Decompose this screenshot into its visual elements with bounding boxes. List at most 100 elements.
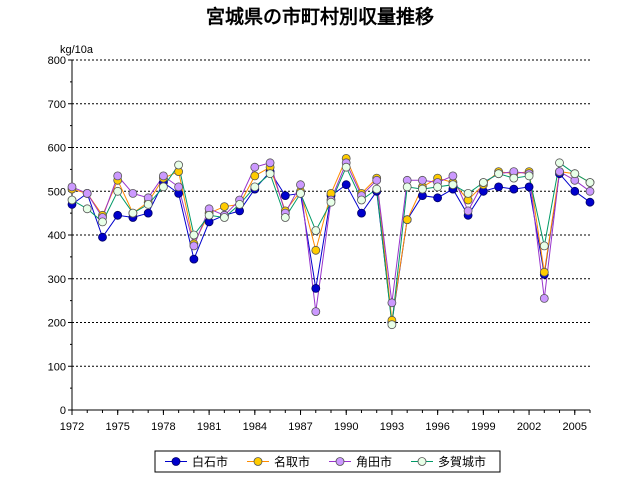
data-point-s0-2005 xyxy=(570,186,580,196)
x-tick-label-1984: 1984 xyxy=(243,421,267,433)
y-tick-label-800: 800 xyxy=(48,55,66,67)
data-point-s2-1995 xyxy=(417,175,427,185)
y-tick-label-200: 200 xyxy=(48,318,66,330)
data-point-s0-2001 xyxy=(509,184,519,194)
data-point-s3-2002 xyxy=(524,171,534,181)
data-point-s0-2006 xyxy=(585,197,595,207)
axes: 0 100 200 300 400 500 600 700 800 1972 1975 1978 198… xyxy=(48,55,591,433)
y-tick-label-600: 600 xyxy=(48,143,66,155)
data-point-s3-1986 xyxy=(280,213,290,222)
data-point-s2-1980 xyxy=(189,241,199,251)
data-point-s3-1981 xyxy=(204,210,214,220)
x-tick-label-1975: 1975 xyxy=(105,421,129,433)
data-point-s3-1983 xyxy=(235,199,245,209)
data-point-s3-2005 xyxy=(570,169,580,179)
data-point-s3-1980 xyxy=(189,230,199,240)
data-point-s2-1979 xyxy=(174,182,184,192)
legend-marker-2 xyxy=(335,457,345,466)
data-point-s3-1975 xyxy=(113,186,123,196)
data-point-s2-1992 xyxy=(372,175,382,185)
data-point-s3-2001 xyxy=(509,173,519,183)
y-tick-label-100: 100 xyxy=(48,361,66,373)
x-tick-label-1996: 1996 xyxy=(425,421,449,433)
data-point-s0-1974 xyxy=(98,232,107,242)
data-point-s3-1993 xyxy=(387,320,397,330)
data-point-s3-1994 xyxy=(402,182,412,192)
x-tick-label-1972: 1972 xyxy=(60,421,84,433)
data-point-s3-1985 xyxy=(265,169,275,179)
data-point-s2-1997 xyxy=(448,171,458,181)
legend-marker-0 xyxy=(171,457,181,466)
data-point-s3-1991 xyxy=(357,195,366,205)
data-point-s3-1996 xyxy=(433,182,443,192)
data-point-s3-2006 xyxy=(585,178,595,187)
legend-marker-1 xyxy=(253,457,263,466)
y-tick-label-0: 0 xyxy=(60,405,66,417)
data-point-s0-1977 xyxy=(143,208,153,218)
data-point-s1-1994 xyxy=(402,215,412,225)
data-point-s2-1972 xyxy=(67,182,77,192)
legend-label-0: 白石市 xyxy=(192,454,228,469)
data-point-s3-2003 xyxy=(539,241,549,251)
data-point-s0-1975 xyxy=(113,210,123,220)
data-point-s3-1999 xyxy=(478,178,488,187)
x-tick-label-1990: 1990 xyxy=(334,421,358,433)
data-point-s0-1990 xyxy=(341,180,351,190)
data-point-s2-1984 xyxy=(250,162,260,172)
data-point-s3-1984 xyxy=(250,182,260,192)
x-tick-label-1981: 1981 xyxy=(197,421,221,433)
data-point-s3-1978 xyxy=(158,182,168,192)
data-point-s3-1998 xyxy=(463,188,473,198)
legend: 白石市 名取市 角田市 多賀城市 xyxy=(154,450,501,473)
legend-label-2: 角田市 xyxy=(356,454,392,469)
legend-label-3: 多賀城市 xyxy=(438,454,486,469)
data-point-s0-1980 xyxy=(189,254,199,264)
data-point-s3-1973 xyxy=(82,204,92,214)
data-point-s2-1975 xyxy=(113,171,123,181)
x-tick-label-2002: 2002 xyxy=(517,421,541,433)
data-point-s3-1987 xyxy=(296,188,305,198)
y-tick-label-400: 400 xyxy=(48,230,66,242)
data-point-s3-1976 xyxy=(128,208,138,218)
legend-box xyxy=(154,450,501,473)
data-point-s3-1982 xyxy=(219,213,229,222)
data-point-s3-1997 xyxy=(448,180,458,190)
data-point-s2-1976 xyxy=(128,188,138,198)
data-point-s3-1992 xyxy=(372,184,382,194)
y-tick-label-300: 300 xyxy=(48,274,66,286)
y-axis-unit-label: kg/10a xyxy=(60,44,94,56)
series-line-1 xyxy=(71,157,591,321)
legend-label-1: 名取市 xyxy=(274,454,310,469)
x-tick-label-1999: 1999 xyxy=(471,421,495,433)
data-point-s2-1985 xyxy=(265,158,275,168)
data-point-s3-1989 xyxy=(326,197,336,207)
data-point-s2-1973 xyxy=(82,188,92,198)
data-point-s2-1987 xyxy=(296,180,305,190)
data-point-s2-1998 xyxy=(463,206,473,216)
data-point-s3-1988 xyxy=(311,226,321,236)
y-tick-label-700: 700 xyxy=(48,99,66,111)
data-point-s1-1982 xyxy=(219,202,229,212)
x-tick-label-1987: 1987 xyxy=(288,421,312,433)
data-point-s0-1988 xyxy=(311,283,321,293)
data-point-s2-2004 xyxy=(555,167,564,177)
x-tick-label-1978: 1978 xyxy=(151,421,175,433)
data-point-s1-1984 xyxy=(250,171,260,181)
data-point-s0-1996 xyxy=(433,193,443,203)
legend-marker-3 xyxy=(417,457,427,466)
data-point-s3-1979 xyxy=(174,160,184,170)
x-tick-label-2005: 2005 xyxy=(563,421,587,433)
data-point-s3-1995 xyxy=(417,184,427,194)
data-point-s0-1991 xyxy=(357,208,366,218)
chart-title: 宮城県の市町村別収量推移 xyxy=(206,5,434,28)
data-point-s2-2006 xyxy=(585,186,595,196)
data-point-s1-1988 xyxy=(311,245,321,255)
data-point-s3-1972 xyxy=(67,195,77,205)
data-point-s1-2003 xyxy=(539,267,549,277)
y-tick-label-500: 500 xyxy=(48,186,66,198)
data-point-s3-2000 xyxy=(494,169,504,179)
data-point-s2-1988 xyxy=(311,307,321,317)
data-point-s2-2003 xyxy=(539,293,549,303)
data-point-s0-1986 xyxy=(280,191,290,201)
